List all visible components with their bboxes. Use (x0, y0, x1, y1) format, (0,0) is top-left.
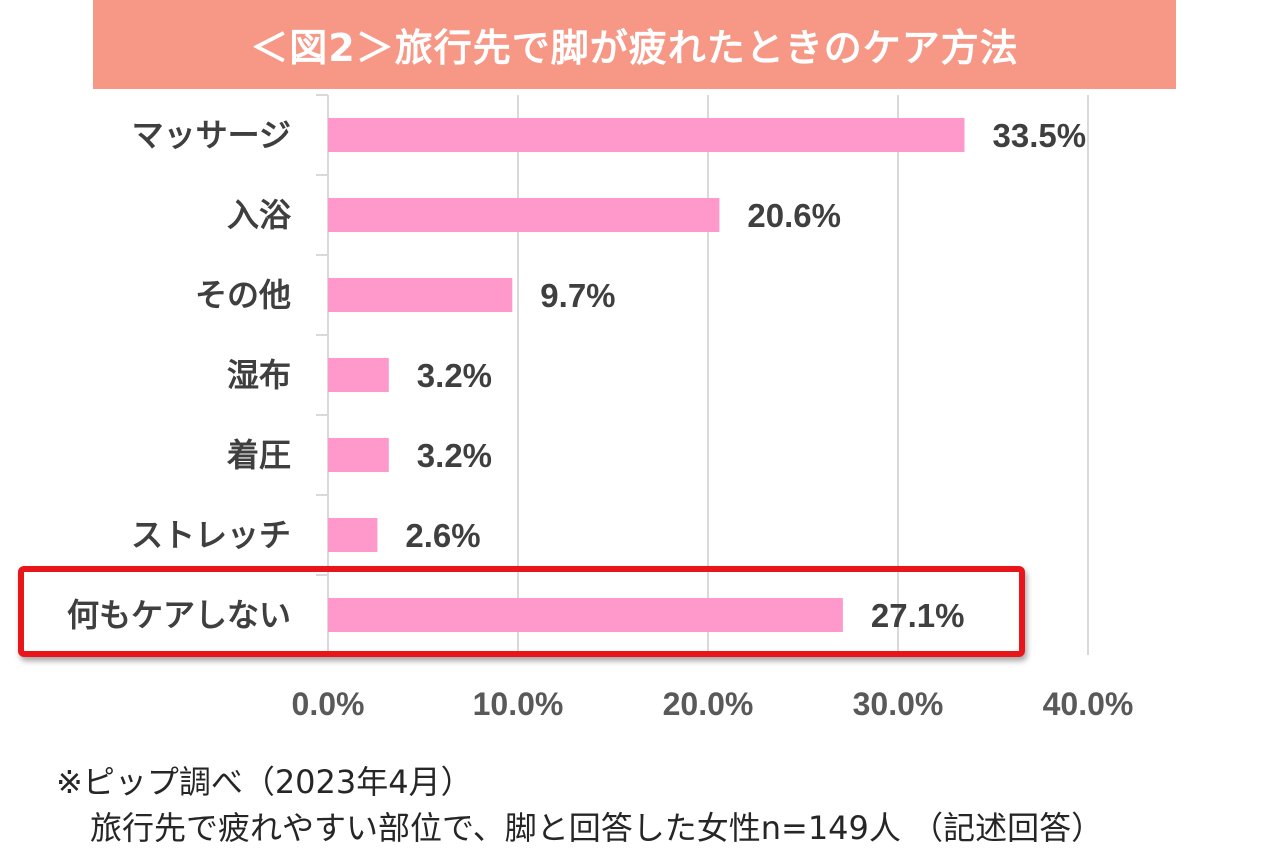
data-label: 20.6% (747, 197, 841, 234)
category-label: マッサージ (132, 116, 291, 154)
bar (328, 198, 720, 232)
chart-title-bar: ＜図2＞旅行先で脚が疲れたときのケア方法 (93, 0, 1176, 89)
category-label: 何もケアしない (67, 596, 291, 634)
x-tick-label: 0.0% (292, 686, 365, 722)
category-label: 着圧 (226, 436, 291, 474)
bar (328, 358, 389, 392)
category-label: 入浴 (227, 196, 292, 234)
category-label: ストレッチ (131, 516, 291, 554)
bar (328, 518, 378, 552)
highlight-box (18, 566, 1025, 657)
source-note: ※ピップ調べ（2023年4月） (56, 763, 473, 801)
data-label: 3.2% (417, 357, 492, 394)
bar (328, 598, 843, 632)
x-tick-label: 20.0% (663, 686, 754, 722)
bar (328, 118, 965, 152)
bar (328, 278, 513, 312)
x-tick-label: 30.0% (853, 686, 944, 722)
bar (328, 438, 389, 472)
data-label: 9.7% (540, 277, 615, 314)
category-label: 湿布 (227, 356, 291, 394)
x-tick-label: 10.0% (473, 686, 564, 722)
chart-title: ＜図2＞旅行先で脚が疲れたときのケア方法 (250, 26, 1019, 70)
x-tick-label: 40.0% (1043, 686, 1134, 722)
data-label: 27.1% (871, 597, 965, 634)
data-label: 2.6% (405, 517, 480, 554)
data-label: 33.5% (993, 117, 1087, 154)
category-label: その他 (195, 276, 291, 314)
sample-note: 旅行先で疲れやすい部位で、脚と回答した女性n=149人 （記述回答） (90, 809, 1104, 847)
data-label: 3.2% (417, 437, 492, 474)
